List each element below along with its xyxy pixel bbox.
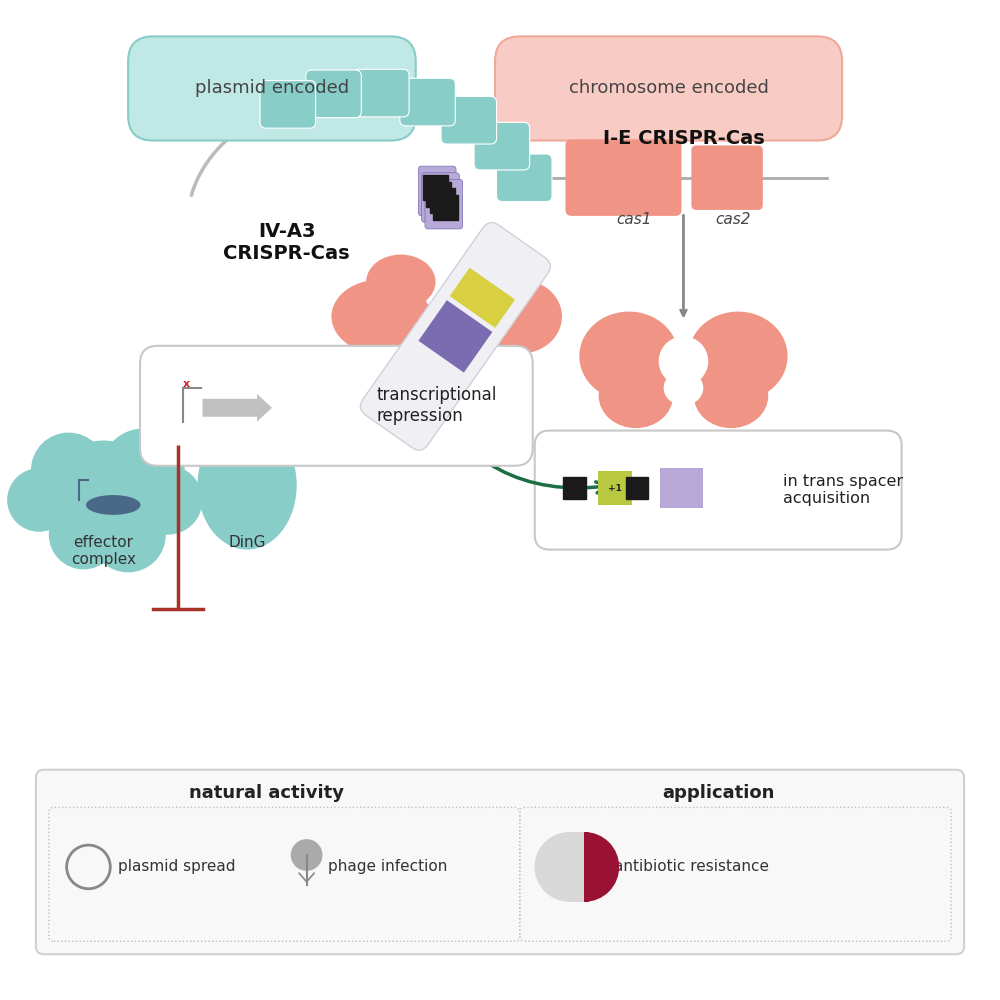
Bar <box>569 832 584 902</box>
FancyBboxPatch shape <box>441 96 497 144</box>
Text: adaptation
module: adaptation module <box>642 445 725 478</box>
Text: plasmid encoded: plasmid encoded <box>195 79 349 97</box>
Ellipse shape <box>659 336 708 386</box>
Ellipse shape <box>86 495 141 515</box>
Text: phage infection: phage infection <box>328 859 448 874</box>
Bar <box>584 832 589 902</box>
FancyBboxPatch shape <box>425 179 463 229</box>
FancyBboxPatch shape <box>354 69 409 117</box>
FancyBboxPatch shape <box>140 346 533 466</box>
Text: x: x <box>183 379 190 389</box>
FancyBboxPatch shape <box>495 36 842 141</box>
Bar <box>450 268 515 328</box>
Text: antibiotic resistance: antibiotic resistance <box>614 859 769 874</box>
FancyBboxPatch shape <box>535 431 902 550</box>
FancyArrow shape <box>203 394 272 422</box>
Bar <box>418 300 492 373</box>
Ellipse shape <box>468 255 532 309</box>
Circle shape <box>49 500 118 569</box>
Text: effector
complex: effector complex <box>71 535 136 567</box>
Ellipse shape <box>599 364 673 428</box>
FancyBboxPatch shape <box>36 770 964 954</box>
Text: natural activity: natural activity <box>189 784 344 802</box>
Wedge shape <box>535 832 569 902</box>
Ellipse shape <box>579 312 678 401</box>
FancyBboxPatch shape <box>306 70 361 118</box>
Circle shape <box>133 465 203 535</box>
Text: cas2: cas2 <box>715 212 751 227</box>
FancyBboxPatch shape <box>565 140 681 216</box>
Text: DinG: DinG <box>228 535 266 550</box>
Circle shape <box>90 497 166 572</box>
Text: plasmid spread: plasmid spread <box>118 859 236 874</box>
Text: I-E CRISPR-Cas: I-E CRISPR-Cas <box>603 129 764 148</box>
Text: application: application <box>662 784 774 802</box>
FancyBboxPatch shape <box>474 122 530 170</box>
FancyBboxPatch shape <box>260 81 316 128</box>
FancyBboxPatch shape <box>360 223 550 450</box>
Ellipse shape <box>198 421 297 550</box>
Text: transcriptional
repression: transcriptional repression <box>376 386 496 425</box>
FancyBboxPatch shape <box>598 471 632 505</box>
Circle shape <box>101 429 185 512</box>
FancyBboxPatch shape <box>691 145 763 210</box>
FancyBboxPatch shape <box>400 78 455 126</box>
Circle shape <box>291 839 322 871</box>
FancyBboxPatch shape <box>660 468 703 508</box>
FancyBboxPatch shape <box>496 154 552 202</box>
Circle shape <box>7 468 71 532</box>
Ellipse shape <box>366 255 436 309</box>
Circle shape <box>49 440 158 550</box>
FancyBboxPatch shape <box>418 166 456 216</box>
Ellipse shape <box>694 364 768 428</box>
FancyBboxPatch shape <box>422 173 459 222</box>
Text: chromosome encoded: chromosome encoded <box>569 79 769 97</box>
Ellipse shape <box>688 312 788 401</box>
Ellipse shape <box>478 279 562 354</box>
Text: cas1: cas1 <box>616 212 652 227</box>
Wedge shape <box>584 832 619 902</box>
Ellipse shape <box>331 279 431 354</box>
Circle shape <box>31 433 106 508</box>
Ellipse shape <box>664 371 703 405</box>
Text: +1: +1 <box>608 484 622 493</box>
FancyBboxPatch shape <box>128 36 416 141</box>
Text: IV-A3
CRISPR-Cas: IV-A3 CRISPR-Cas <box>223 222 350 263</box>
Text: in trans spacer
acquisition: in trans spacer acquisition <box>783 474 903 506</box>
